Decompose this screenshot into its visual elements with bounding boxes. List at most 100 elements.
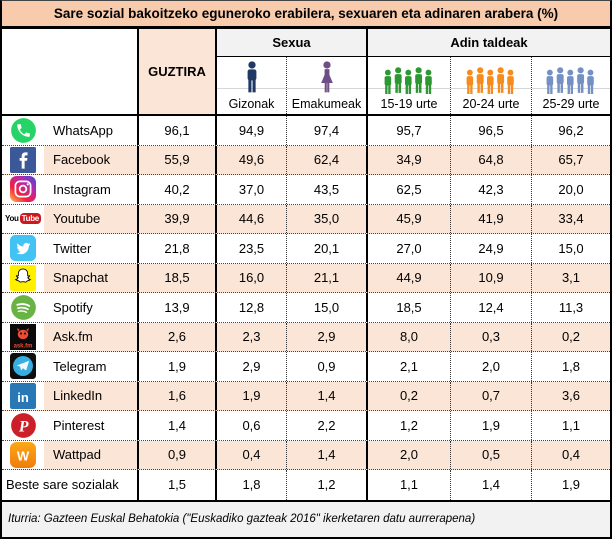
value-cell: 44,6 bbox=[217, 204, 287, 233]
column-header-20-24: 20-24 urte bbox=[451, 57, 532, 114]
value-cell: 0,4 bbox=[561, 447, 581, 463]
value-cell: 1,1 bbox=[368, 470, 451, 500]
value-cell: 8,0 bbox=[368, 322, 451, 351]
value-cell: 3,1 bbox=[561, 270, 581, 286]
group-blue-icon bbox=[545, 67, 597, 94]
value-cell: 1,4 bbox=[287, 381, 368, 410]
network-cell: Twitter bbox=[2, 234, 139, 263]
value-cell: 65,7 bbox=[558, 152, 584, 168]
value-cell: 11,3 bbox=[558, 299, 584, 315]
value-cell: 20,1 bbox=[287, 234, 368, 263]
value-cell: 34,9 bbox=[368, 145, 451, 174]
network-cell: You Tube Youtube bbox=[2, 204, 139, 233]
value-cell: 0,5 bbox=[451, 440, 532, 469]
value-cell: 97,4 bbox=[287, 116, 368, 145]
column-header-guztira: GUZTIRA bbox=[139, 29, 217, 114]
column-label: Emakumeak bbox=[291, 97, 362, 111]
value-cell: 1,9 bbox=[217, 381, 287, 410]
value-cell: 24,9 bbox=[451, 234, 532, 263]
svg-text:W: W bbox=[17, 448, 30, 463]
facebook-icon bbox=[2, 145, 44, 174]
group-header-sexua: Sexua bbox=[217, 29, 368, 57]
value-cell: 18,5 bbox=[139, 263, 217, 292]
network-cell: Spotify bbox=[2, 293, 139, 322]
value-cell: 0,3 bbox=[451, 322, 532, 351]
table-row: P Pinterest 1,4 0,6 2,2 1,2 1,9 1,1 bbox=[2, 411, 610, 441]
value-cell: 95,7 bbox=[368, 116, 451, 145]
group-orange-icon bbox=[465, 67, 517, 94]
value-cell: 0,2 bbox=[368, 381, 451, 410]
table-header: GUZTIRA Sexua Adin taldeak Gizonak Emaku… bbox=[2, 29, 610, 116]
value-cell: 3,6 bbox=[561, 388, 581, 404]
value-cell: 13,9 bbox=[139, 293, 217, 322]
column-header-25-29: 25-29 urte bbox=[532, 57, 610, 114]
column-header-15-19: 15-19 urte bbox=[368, 57, 451, 114]
value-cell: 2,9 bbox=[217, 352, 287, 381]
value-cell: 42,3 bbox=[451, 175, 532, 204]
value-cell: 2,9 bbox=[287, 322, 368, 351]
network-name: Youtube bbox=[53, 211, 101, 227]
value-cell: 2,2 bbox=[287, 411, 368, 440]
value-cell: 1,4 bbox=[451, 470, 532, 500]
table-row: Instagram 40,2 37,0 43,5 62,5 42,3 20,0 bbox=[2, 175, 610, 205]
network-cell: ask.fm Ask.fm bbox=[2, 322, 139, 351]
value-cell: 55,9 bbox=[139, 145, 217, 174]
column-label: 15-19 urte bbox=[380, 97, 438, 111]
svg-text:in: in bbox=[17, 390, 29, 405]
value-cell: 96,5 bbox=[451, 116, 532, 145]
network-name: Pinterest bbox=[53, 417, 105, 433]
value-cell: 2,6 bbox=[139, 322, 217, 351]
network-name: Instagram bbox=[53, 181, 111, 197]
value-cell: 12,8 bbox=[217, 293, 287, 322]
value-cell: 1,9 bbox=[139, 352, 217, 381]
svg-text:ask.fm: ask.fm bbox=[14, 343, 33, 349]
value-cell: 62,5 bbox=[368, 175, 451, 204]
table-row: ask.fm Ask.fm 2,6 2,3 2,9 8,0 0,3 0,2 bbox=[2, 322, 610, 352]
value-cell: 23,5 bbox=[217, 234, 287, 263]
value-cell: 1,8 bbox=[561, 358, 581, 374]
column-label: Gizonak bbox=[228, 97, 275, 111]
value-cell: 21,1 bbox=[287, 263, 368, 292]
man-icon bbox=[241, 61, 263, 94]
value-cell: 33,4 bbox=[558, 211, 584, 227]
value-cell: 40,2 bbox=[139, 175, 217, 204]
network-cell: WhatsApp bbox=[2, 116, 139, 145]
value-cell: 0,7 bbox=[451, 381, 532, 410]
column-header-emakumeak: Emakumeak bbox=[287, 57, 368, 114]
group-header-adin: Adin taldeak bbox=[368, 29, 610, 57]
network-cell: in LinkedIn bbox=[2, 381, 139, 410]
value-cell: 18,5 bbox=[368, 293, 451, 322]
value-cell: 2,0 bbox=[368, 440, 451, 469]
group-green-icon bbox=[383, 67, 435, 94]
network-name: Wattpad bbox=[53, 447, 101, 463]
network-name: Facebook bbox=[53, 152, 111, 168]
table-row: Twitter 21,8 23,5 20,1 27,0 24,9 15,0 bbox=[2, 234, 610, 264]
value-cell: 0,2 bbox=[561, 329, 581, 345]
woman-icon bbox=[316, 61, 338, 94]
value-cell: 1,2 bbox=[287, 470, 368, 500]
table-row: Beste sare sozialak 1,5 1,8 1,2 1,1 1,4 1,9 bbox=[2, 470, 610, 500]
network-name: WhatsApp bbox=[53, 122, 113, 138]
value-cell: 10,9 bbox=[451, 263, 532, 292]
value-cell: 20,0 bbox=[558, 181, 584, 197]
network-cell: Facebook bbox=[2, 145, 139, 174]
network-cell: Instagram bbox=[2, 175, 139, 204]
instagram-icon bbox=[2, 175, 44, 204]
network-name: Ask.fm bbox=[53, 329, 93, 345]
value-cell: 1,9 bbox=[451, 411, 532, 440]
value-cell: 37,0 bbox=[217, 175, 287, 204]
value-cell: 39,9 bbox=[139, 204, 217, 233]
value-cell: 96,2 bbox=[558, 122, 584, 138]
network-name: Spotify bbox=[53, 299, 93, 315]
table-body: WhatsApp 96,1 94,9 97,4 95,7 96,5 96,2 Facebook… bbox=[2, 116, 610, 502]
whatsapp-icon bbox=[2, 116, 44, 145]
pinterest-icon: P bbox=[2, 411, 44, 440]
corner-cell bbox=[2, 29, 139, 114]
value-cell: 62,4 bbox=[287, 145, 368, 174]
value-cell: 15,0 bbox=[558, 240, 584, 256]
value-cell: 0,9 bbox=[139, 440, 217, 469]
value-cell: 1,5 bbox=[139, 470, 217, 500]
network-cell: Beste sare sozialak bbox=[2, 470, 139, 500]
value-cell: 94,9 bbox=[217, 116, 287, 145]
